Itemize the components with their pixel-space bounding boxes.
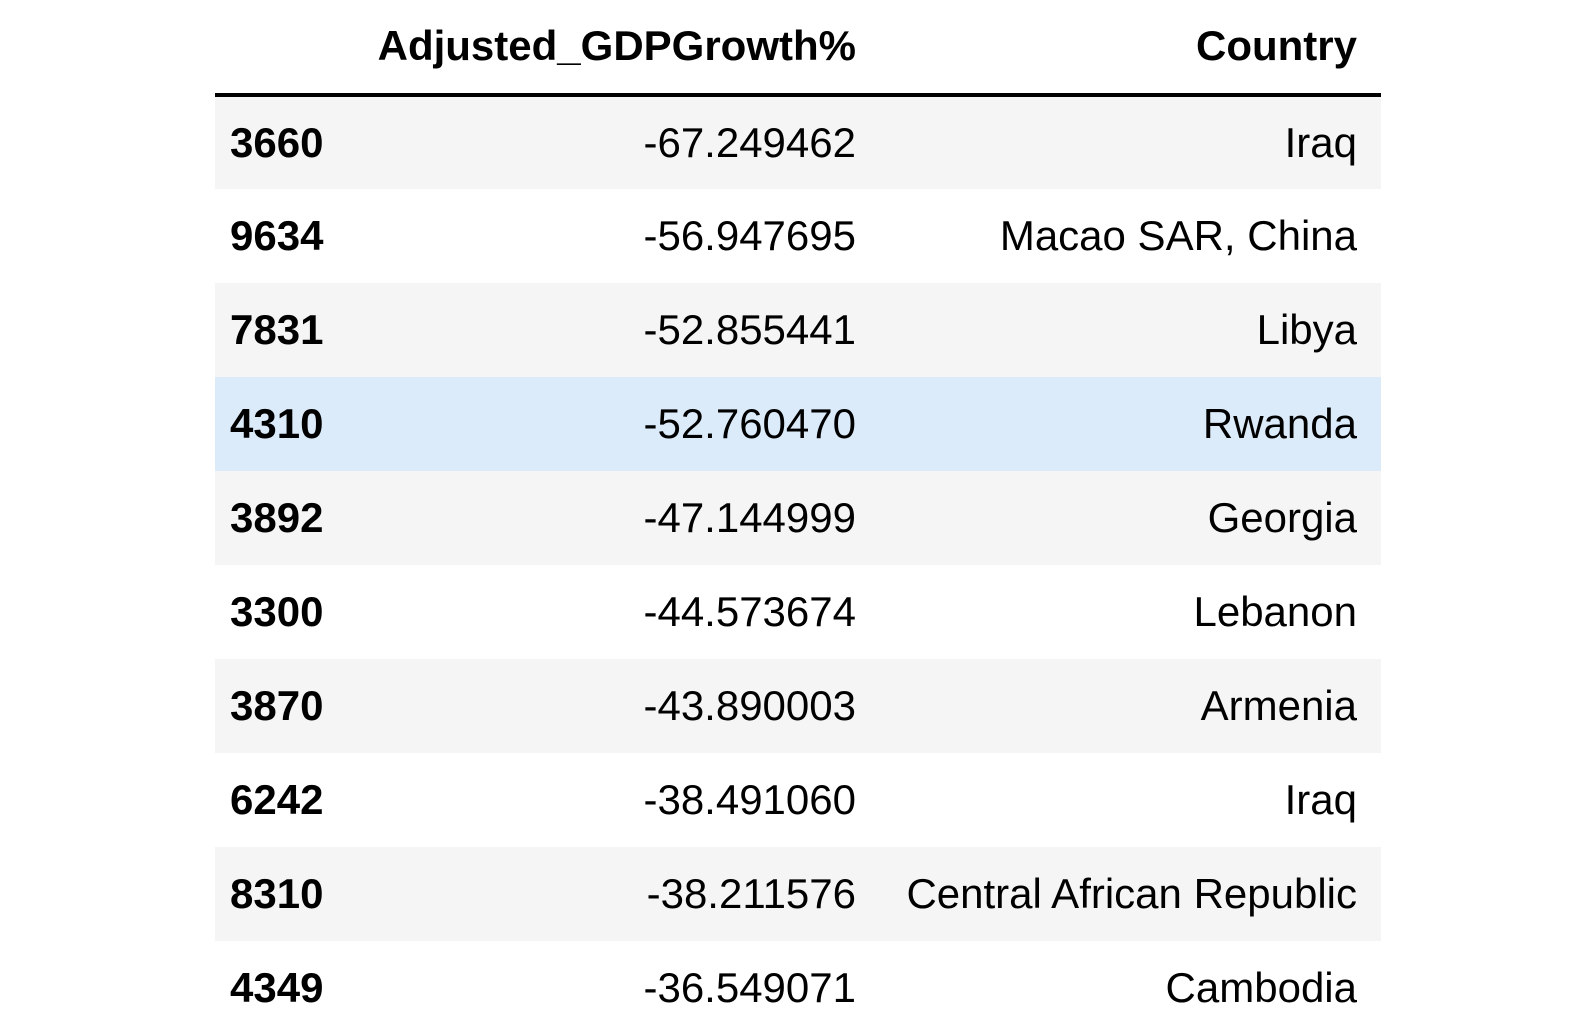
country-value: Iraq	[1284, 775, 1357, 823]
table-row: 6242 -38.491060 Iraq	[215, 753, 1381, 847]
row-index-label: 8310	[230, 869, 324, 917]
table-row: 3660 -67.249462 Iraq	[215, 95, 1381, 189]
country-value: Rwanda	[1202, 399, 1357, 447]
table-row: 3892 -47.144999 Georgia	[215, 471, 1381, 565]
row-index-label: 4349	[230, 963, 324, 1011]
table-row: 9634 -56.947695 Macao SAR, China	[215, 189, 1381, 283]
country-value: Armenia	[1200, 681, 1357, 729]
table-row: 3870 -43.890003 Armenia	[215, 659, 1381, 753]
row-index-label: 3660	[230, 118, 324, 166]
country-value: Iraq	[1284, 118, 1357, 166]
row-index-label: 7831	[230, 305, 324, 353]
gdp-growth-value: -38.211576	[646, 869, 856, 917]
country-value: Cambodia	[1165, 963, 1357, 1011]
header-cell-index	[215, 0, 370, 97]
gdp-growth-value: -52.855441	[643, 305, 856, 353]
header-cell-country: Country	[880, 0, 1381, 97]
row-index-label: 4310	[230, 399, 324, 447]
header-row: Adjusted_GDPGrowth% Country	[215, 0, 1381, 97]
table-header: Adjusted_GDPGrowth% Country	[215, 0, 1381, 97]
table-row: 4310 -52.760470 Rwanda	[215, 377, 1381, 471]
row-index-label: 3892	[230, 493, 324, 541]
gdp-growth-value: -56.947695	[643, 211, 856, 259]
row-index-label: 3300	[230, 587, 324, 635]
table-row: 8310 -38.211576 Central African Republic	[215, 847, 1381, 941]
country-value: Macao SAR, China	[999, 211, 1357, 259]
gdp-growth-value: -36.549071	[643, 963, 856, 1011]
gdp-growth-value: -38.491060	[643, 775, 856, 823]
row-index-label: 3870	[230, 681, 324, 729]
gdp-growth-value: -44.573674	[643, 587, 856, 635]
row-index-label: 6242	[230, 775, 324, 823]
country-value: Lebanon	[1193, 587, 1357, 635]
gdp-growth-value: -47.144999	[643, 493, 856, 541]
table-row: 4349 -36.549071 Cambodia	[215, 941, 1381, 1035]
gdp-growth-value: -67.249462	[643, 118, 856, 166]
table-body: 3660 -67.249462 Iraq 9634 -56.947695 Mac…	[215, 95, 1381, 1035]
country-value: Central African Republic	[906, 869, 1357, 917]
table-row: 7831 -52.855441 Libya	[215, 283, 1381, 377]
gdp-growth-value: -52.760470	[643, 399, 856, 447]
dataframe-container: Adjusted_GDPGrowth% Country 3660 -67.249…	[215, 0, 1381, 1035]
gdp-growth-table: Adjusted_GDPGrowth% Country 3660 -67.249…	[215, 0, 1381, 1035]
gdp-growth-value: -43.890003	[643, 681, 856, 729]
table-row: 3300 -44.573674 Lebanon	[215, 565, 1381, 659]
country-value: Georgia	[1207, 493, 1357, 541]
row-index-label: 9634	[230, 211, 324, 259]
header-cell-adjusted-gdp-growth: Adjusted_GDPGrowth%	[370, 0, 880, 97]
country-value: Libya	[1256, 305, 1357, 353]
